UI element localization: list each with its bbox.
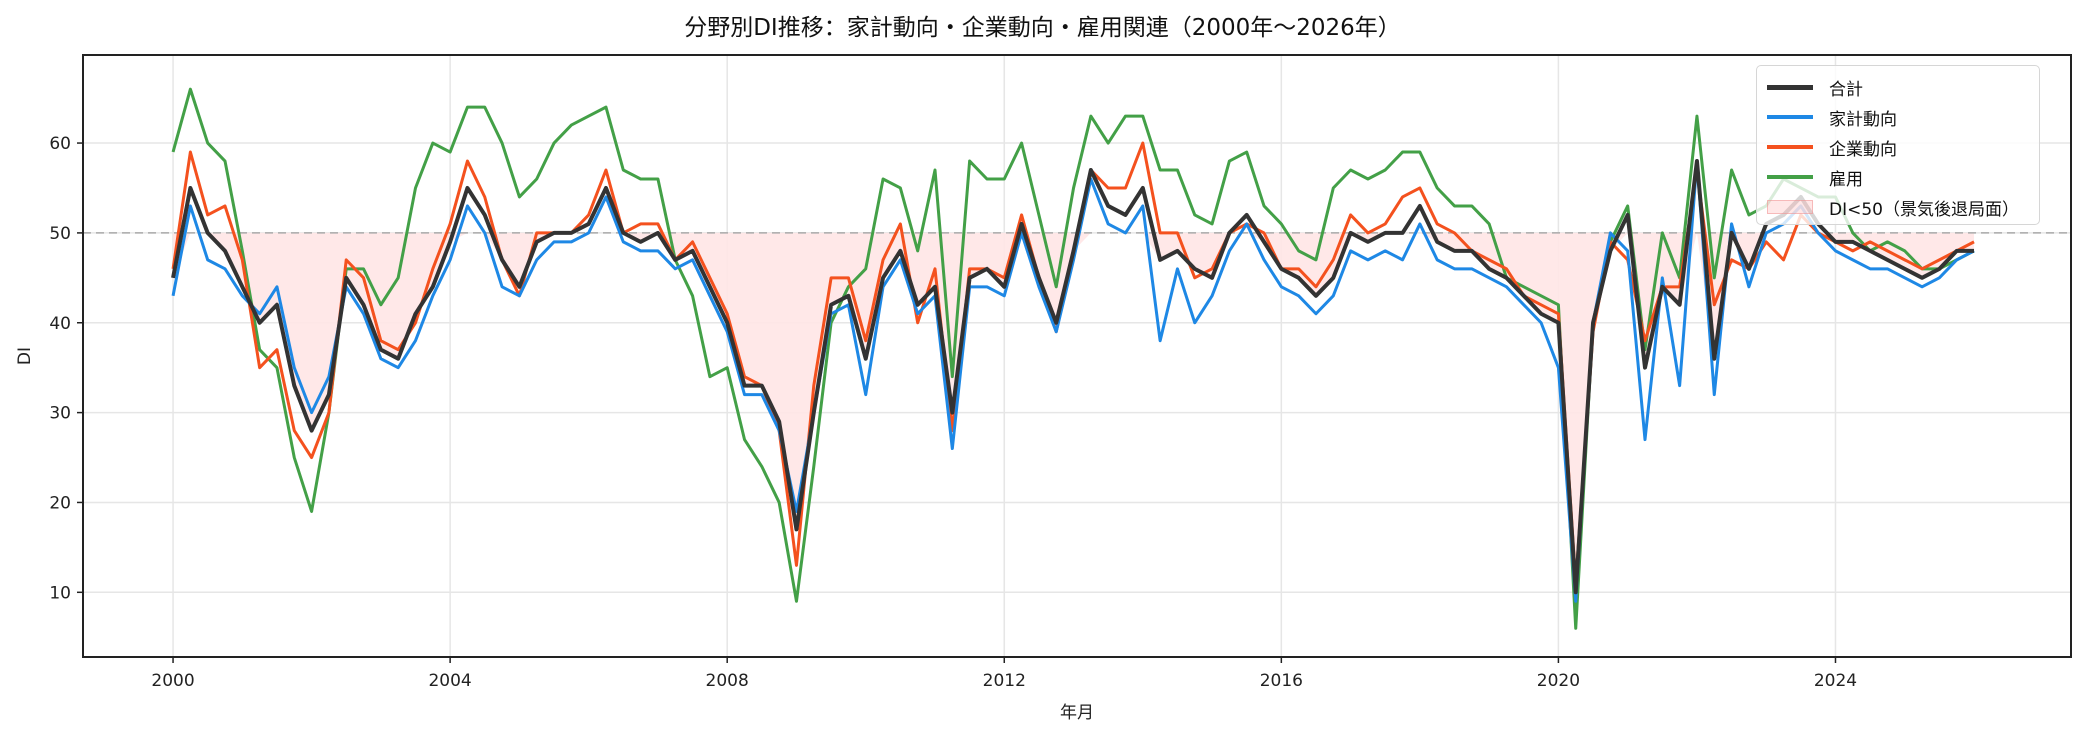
legend-item-corporate: 企業動向 bbox=[1767, 132, 2029, 162]
svg-text:2016: 2016 bbox=[1260, 671, 1303, 691]
legend-label: 合計 bbox=[1829, 79, 1863, 100]
y-axis-label: DI bbox=[15, 347, 35, 365]
legend-swatch-household bbox=[1767, 115, 1813, 119]
svg-text:40: 40 bbox=[49, 314, 71, 334]
legend-swatch-recession bbox=[1767, 200, 1813, 214]
legend-item-recession: DI<50（景気後退局面） bbox=[1767, 192, 2029, 222]
legend-swatch-employment bbox=[1767, 175, 1813, 179]
legend-label: 雇用 bbox=[1829, 169, 1863, 190]
legend-item-total: 合計 bbox=[1767, 72, 2029, 102]
svg-text:2004: 2004 bbox=[428, 671, 471, 691]
svg-text:60: 60 bbox=[49, 134, 71, 154]
series-lines bbox=[171, 87, 1975, 630]
svg-text:20: 20 bbox=[49, 493, 71, 513]
legend-swatch-corporate bbox=[1767, 145, 1813, 149]
legend-item-employment: 雇用 bbox=[1767, 162, 2029, 192]
legend-swatch-total bbox=[1767, 84, 1813, 90]
chart-title: 分野別DI推移：家計動向・企業動向・雇用関連（2000年〜2026年） bbox=[684, 15, 1401, 41]
legend-label: 企業動向 bbox=[1829, 139, 1897, 160]
svg-text:2012: 2012 bbox=[983, 671, 1026, 691]
x-axis-label: 年月 bbox=[1060, 703, 1094, 723]
svg-text:2024: 2024 bbox=[1814, 671, 1857, 691]
svg-text:10: 10 bbox=[49, 583, 71, 603]
axes-frame bbox=[82, 54, 2072, 658]
y-axis-ticks: 10 20 30 40 50 60 bbox=[49, 134, 83, 603]
svg-text:30: 30 bbox=[49, 404, 71, 424]
legend-label: 家計動向 bbox=[1829, 109, 1897, 130]
legend-label: DI<50（景気後退局面） bbox=[1829, 199, 2019, 220]
svg-text:2020: 2020 bbox=[1537, 671, 1580, 691]
svg-text:50: 50 bbox=[49, 224, 71, 244]
svg-text:2000: 2000 bbox=[151, 671, 194, 691]
legend: 合計 家計動向 企業動向 雇用 DI<50（景気後退局面） bbox=[1756, 65, 2040, 225]
svg-text:2008: 2008 bbox=[706, 671, 749, 691]
legend-item-household: 家計動向 bbox=[1767, 102, 2029, 132]
x-axis-ticks: 2000 2004 2008 2012 2016 2020 2024 bbox=[151, 657, 1857, 691]
